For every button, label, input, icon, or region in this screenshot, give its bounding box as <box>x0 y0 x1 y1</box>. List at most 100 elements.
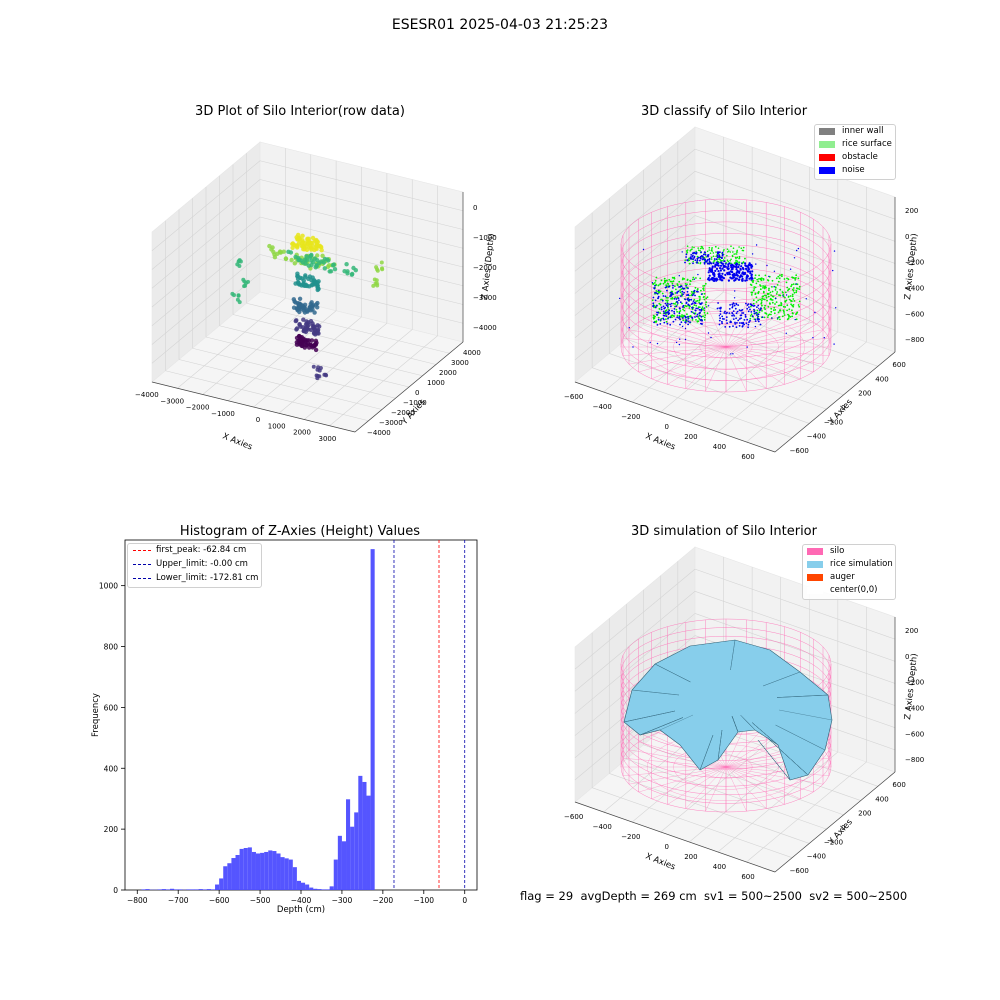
scatter-point <box>297 334 302 339</box>
class-point <box>670 302 673 305</box>
class-point <box>731 305 734 307</box>
x-tick-label: −600 <box>209 896 230 905</box>
class-point <box>681 317 684 319</box>
class-point <box>728 325 731 328</box>
class-point <box>659 323 662 325</box>
class-point <box>753 308 755 311</box>
histogram-bar <box>309 887 314 890</box>
class-point <box>742 312 745 314</box>
class-point <box>676 316 679 319</box>
histogram-bar <box>186 889 191 890</box>
y-tick-label: 0 <box>113 886 118 895</box>
class-point <box>736 256 739 259</box>
class-point <box>721 251 724 254</box>
class-point <box>750 276 753 279</box>
class-point <box>796 283 799 286</box>
class-point <box>788 314 790 317</box>
class-point <box>711 250 714 252</box>
class-point <box>785 332 787 334</box>
class-point <box>728 273 732 276</box>
class-point <box>667 311 670 313</box>
class-point <box>720 262 723 264</box>
class-point <box>750 274 753 277</box>
class-point <box>767 293 769 296</box>
histogram-title: Histogram of Z-Axies (Height) Values <box>179 524 421 539</box>
class-point <box>779 274 781 277</box>
scatter-point <box>300 260 306 265</box>
class-point <box>730 353 732 355</box>
class-point <box>719 307 722 310</box>
x-axis-line <box>574 381 776 453</box>
class-point <box>796 311 799 314</box>
class-point <box>757 280 760 283</box>
class-point <box>696 261 698 264</box>
class-point <box>701 306 704 308</box>
class-point <box>756 309 759 312</box>
class-point <box>776 291 779 293</box>
class-point <box>794 277 796 280</box>
histogram-bar <box>354 812 359 890</box>
class-point <box>771 317 773 319</box>
class-point <box>725 261 727 264</box>
x-tick-label: −600 <box>564 393 583 401</box>
class-point <box>771 286 773 288</box>
class-point <box>682 293 684 296</box>
class-point <box>761 316 764 318</box>
class-point <box>677 297 680 300</box>
histogram-bar <box>231 858 236 890</box>
x-axis-line <box>151 381 356 433</box>
class-point <box>671 282 674 285</box>
class-point <box>654 279 657 282</box>
class-point <box>782 293 785 296</box>
class-point <box>699 259 701 262</box>
legend-label-lower-limit: Lower_limit: -172.81 cm <box>156 573 259 583</box>
class-point <box>733 272 736 275</box>
class-point <box>674 303 676 305</box>
class-point <box>716 278 719 281</box>
class-point <box>741 262 744 264</box>
legend-line-lower-limit <box>133 578 151 579</box>
y-tick-label: 800 <box>104 643 119 652</box>
class-point <box>798 305 801 308</box>
class-point <box>735 253 738 255</box>
class-point <box>795 283 797 285</box>
scatter-point <box>374 281 379 286</box>
class-point <box>674 296 677 299</box>
class-point <box>658 302 661 305</box>
class-point <box>792 276 795 279</box>
class-point <box>706 258 709 261</box>
grid-line <box>574 568 696 670</box>
class-point <box>718 323 721 326</box>
x-tick-label: −400 <box>593 403 612 411</box>
class-point <box>687 320 690 323</box>
class-point <box>666 302 669 305</box>
class-point <box>779 318 781 321</box>
class-point <box>764 294 766 297</box>
class-point <box>738 261 741 264</box>
class-point <box>685 256 687 258</box>
class-point <box>734 321 736 324</box>
y-tick-label: −1000 <box>403 399 427 407</box>
class-point <box>738 322 741 324</box>
scatter-point <box>351 265 356 271</box>
class-point <box>737 278 740 281</box>
class-point <box>795 318 798 321</box>
x-tick-label: 1000 <box>268 422 286 430</box>
scatter-point <box>319 248 324 253</box>
class-point <box>736 251 738 254</box>
class-point <box>699 249 701 252</box>
class-point <box>656 292 659 295</box>
grid-line <box>694 193 896 264</box>
class-point <box>833 343 835 345</box>
class-point <box>732 247 735 249</box>
class-point <box>658 291 661 293</box>
histogram-bar <box>358 775 363 890</box>
class-point <box>788 288 791 290</box>
class-point <box>729 259 731 262</box>
class-point <box>754 318 757 321</box>
class-point <box>734 265 737 268</box>
class-point <box>754 274 757 277</box>
histogram-bar <box>321 889 326 890</box>
scatter-point <box>304 326 310 331</box>
class-point <box>738 246 740 248</box>
